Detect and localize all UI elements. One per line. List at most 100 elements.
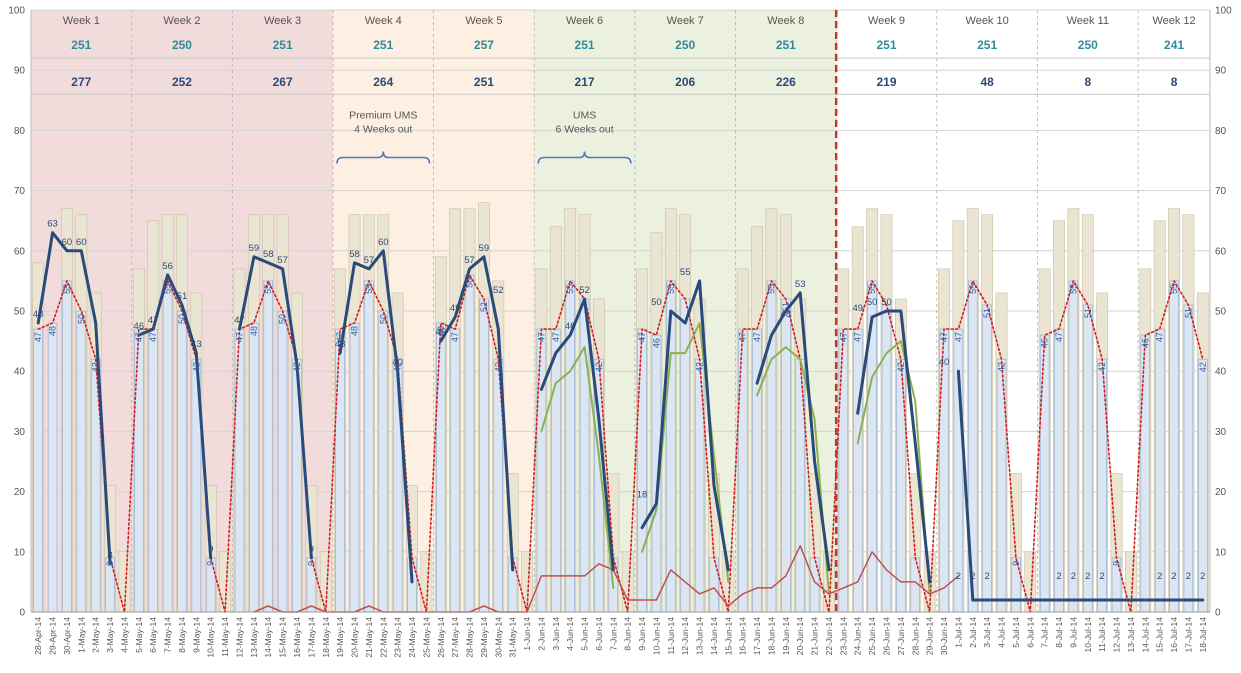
front-bar [637, 328, 647, 613]
bar-data-label: 55 [968, 284, 978, 294]
x-tick: 21-May-14 [364, 617, 374, 658]
x-tick: 31-May-14 [508, 617, 518, 658]
line-data-label: 58 [263, 249, 274, 260]
bar-data-label: 42 [1198, 362, 1208, 372]
x-tick: 25-Jun-14 [867, 617, 877, 656]
week-label: Week 4 [365, 15, 402, 27]
week-total-top: 251 [71, 38, 91, 52]
line-data-label: 59 [479, 243, 490, 254]
x-tick: 25-May-14 [421, 617, 431, 658]
week-label: Week 9 [868, 15, 905, 27]
line-data-label: 51 [177, 291, 188, 302]
x-tick: 17-Jun-14 [752, 617, 762, 656]
bar-data-label: 55 [1068, 284, 1078, 294]
y-tick-right: 70 [1215, 186, 1227, 197]
week-label: Week 11 [1067, 15, 1109, 27]
front-bar [1154, 328, 1165, 613]
week-total-bottom: 267 [273, 75, 293, 89]
bar-data-label: 55 [867, 284, 877, 294]
y-tick-left: 100 [8, 6, 25, 17]
bar-data-label: 48 [350, 326, 360, 336]
y-tick-right: 60 [1215, 246, 1227, 257]
line-data-label: 55 [680, 267, 691, 278]
front-bar [464, 274, 475, 613]
x-tick: 3-Jun-14 [551, 617, 561, 651]
x-tick: 2-May-14 [91, 617, 101, 653]
front-bar [737, 328, 748, 613]
bar-data-label: 51 [1183, 308, 1193, 318]
bar-data-label: 55 [364, 284, 374, 294]
front-bar [335, 328, 345, 613]
bar-data-label: 42 [896, 362, 906, 372]
line-data-label: 63 [47, 219, 58, 230]
x-tick: 15-Jul-14 [1155, 617, 1165, 653]
bar-data-label: 55 [766, 284, 776, 294]
front-bar [76, 310, 87, 613]
bar-data-label: 46 [1140, 338, 1150, 348]
front-bar [134, 328, 144, 613]
line-data-label: 43 [191, 339, 202, 350]
bar-data-label: 55 [163, 284, 173, 294]
bar-data-label: 47 [148, 332, 158, 342]
bar-data-label: 47 [234, 332, 244, 342]
x-tick: 6-Jun-14 [594, 617, 604, 651]
y-tick-right: 100 [1215, 6, 1232, 17]
y-tick-left: 70 [14, 186, 26, 197]
x-tick: 8-Jun-14 [623, 617, 633, 651]
bar-data-label: 47 [752, 332, 762, 342]
x-tick: 29-Jun-14 [925, 617, 935, 656]
x-tick: 10-Jun-14 [651, 617, 661, 656]
bar-data-label: 42 [997, 362, 1007, 372]
bar-data-label: 9 [1011, 561, 1021, 566]
x-tick: 12-Jul-14 [1112, 617, 1122, 653]
front-bar [148, 328, 158, 613]
line-data-label: 57 [364, 255, 375, 266]
y-tick-left: 50 [14, 307, 26, 318]
x-tick: 1-May-14 [76, 617, 86, 653]
x-tick: 6-Jul-14 [1025, 617, 1035, 648]
line-data-label: 9 [208, 544, 213, 555]
x-tick: 16-Jun-14 [738, 617, 748, 656]
bar-data-label: 47 [637, 332, 647, 342]
tail-data-label: 2 [1200, 571, 1205, 582]
bar-data-label: 48 [436, 326, 446, 336]
back-bar [118, 551, 131, 613]
line-data-label: 45 [435, 327, 446, 338]
line-data-label: 8 [107, 550, 112, 561]
front-bar [939, 328, 949, 613]
bar-data-label: 46 [651, 338, 661, 348]
x-tick: 7-May-14 [163, 617, 173, 653]
week-total-top: 251 [575, 38, 595, 52]
front-bar [234, 328, 245, 613]
bar-data-label: 47 [853, 332, 863, 342]
bar-data-label: 50 [177, 314, 187, 324]
line-data-label: 53 [795, 279, 806, 290]
bar-data-label: 47 [551, 332, 561, 342]
bar-data-label: 47 [939, 332, 949, 342]
bar-data-label: 42 [191, 362, 201, 372]
x-tick: 3-May-14 [105, 617, 115, 653]
x-tick: 26-Jun-14 [881, 617, 891, 656]
line-data-label: 40 [939, 357, 950, 368]
bar-data-label: 47 [450, 332, 460, 342]
x-tick: 17-Jul-14 [1183, 617, 1193, 653]
tail-data-label: 2 [1085, 571, 1090, 582]
y-tick-right: 90 [1215, 66, 1227, 77]
x-tick: 23-May-14 [393, 617, 403, 658]
x-tick: 18-May-14 [321, 617, 331, 658]
front-bar [62, 280, 72, 613]
x-tick: 29-Apr-14 [48, 617, 58, 655]
week-label: Week 2 [163, 15, 200, 27]
bar-data-label: 47 [134, 332, 144, 342]
front-bar [349, 322, 360, 613]
x-tick: 30-Jun-14 [939, 617, 949, 656]
week-total-bottom: 277 [71, 75, 91, 89]
week-total-top: 250 [172, 38, 192, 52]
week-total-bottom: 8 [1084, 75, 1091, 89]
front-bar [450, 328, 460, 613]
x-tick: 2-Jul-14 [968, 617, 978, 648]
x-tick: 3-Jul-14 [982, 617, 992, 648]
bar-data-label: 51 [781, 302, 791, 312]
front-bar [1140, 334, 1151, 613]
annotation-text-2: UMS [573, 109, 596, 121]
